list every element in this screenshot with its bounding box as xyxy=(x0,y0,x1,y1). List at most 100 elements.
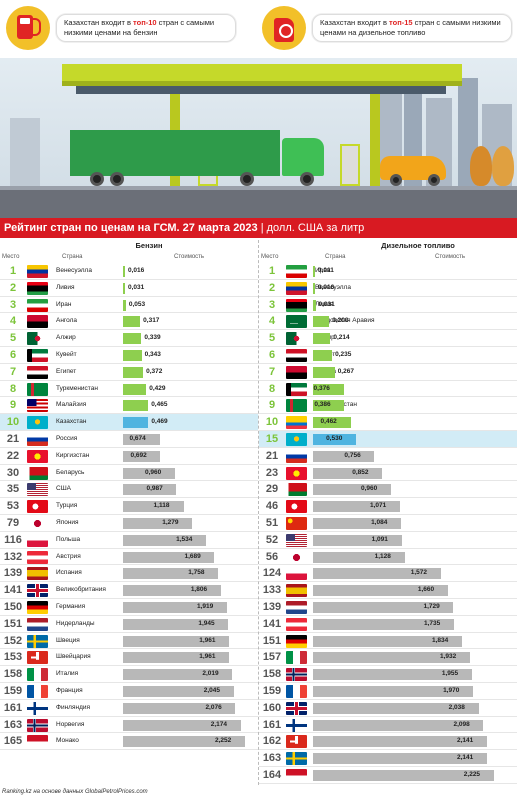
flag-kz-icon xyxy=(286,432,307,446)
country-name: Польша xyxy=(56,535,81,543)
flag-sa-icon xyxy=(286,315,307,329)
price-bar xyxy=(313,417,351,429)
rank-number: 158 xyxy=(3,668,23,681)
table-row: 6 Кувейт 0,343 xyxy=(0,347,258,364)
rank-number: 124 xyxy=(262,567,282,580)
flag-at-icon xyxy=(27,550,48,564)
table-row: 15Казахстан0,530 xyxy=(259,430,517,448)
table-row: 35 США 0,987 xyxy=(0,481,258,499)
flag-no-icon xyxy=(27,718,48,732)
price-bar xyxy=(123,618,229,630)
price-value: 1,660 xyxy=(417,586,435,594)
price-value: 2,225 xyxy=(463,770,481,778)
country-name: Туркменистан xyxy=(56,384,98,392)
price-value: 0,016 xyxy=(318,283,335,291)
price-bar xyxy=(123,349,142,361)
price-bar xyxy=(123,551,215,563)
table-row: 46Турция1,071 xyxy=(259,498,517,515)
table-row: 159 Франция 2,045 xyxy=(0,683,258,700)
price-value: 0,530 xyxy=(326,434,343,442)
flag-ao-icon xyxy=(27,315,48,329)
price-value: 0,372 xyxy=(146,367,163,375)
rank-number: 141 xyxy=(262,617,282,630)
price-bar xyxy=(313,517,402,529)
chart-title-bar: Рейтинг стран по ценам на ГСМ. 27 марта … xyxy=(0,218,517,238)
table-row: 116 Польша 1,534 xyxy=(0,532,258,549)
table-row: 7 Египет 0,372 xyxy=(0,364,258,381)
rank-number: 5 xyxy=(268,332,276,345)
rank-number: 133 xyxy=(262,584,282,597)
column-divider xyxy=(258,240,259,785)
price-value: 0,200 xyxy=(332,317,349,325)
price-bar xyxy=(123,652,230,664)
flag-kw-icon xyxy=(27,348,48,362)
gasoline-note-text: Казахстан входит в топ-10 стран с самыми… xyxy=(56,14,236,42)
flag-de-icon xyxy=(27,600,48,614)
price-bar xyxy=(313,601,454,613)
rank-number: 153 xyxy=(3,651,23,664)
rank-number: 161 xyxy=(3,701,23,714)
header: Казахстан входит в топ-10 стран с самыми… xyxy=(0,0,517,58)
table-row: 9 Малайзия 0,465 xyxy=(0,397,258,415)
country-name: Германия xyxy=(56,602,86,610)
truck-icon xyxy=(70,130,280,176)
diesel-table: Дизельное топливо Место Страна Стоимость… xyxy=(259,240,517,784)
table-row: 3 Иран 0,053 xyxy=(0,297,258,314)
table-row: 124Польша1,572 xyxy=(259,565,517,583)
table-row: 6Египет0,235 xyxy=(259,347,517,364)
table-row: 56Япония1,128 xyxy=(259,549,517,566)
price-header: Стоимость xyxy=(435,254,466,260)
price-value: 2,141 xyxy=(456,754,474,762)
country-name: Египет xyxy=(56,367,77,375)
country-name: Финляндия xyxy=(56,703,91,711)
flag-it-icon xyxy=(286,651,307,665)
flag-ru-icon xyxy=(286,449,307,463)
price-value: 0,376 xyxy=(313,384,330,392)
price-bar xyxy=(313,769,494,781)
price-value: 1,091 xyxy=(371,535,388,543)
flag-gb-icon xyxy=(286,701,307,715)
table-row: 30 Беларусь 0,960 xyxy=(0,465,258,482)
rank-number: 22 xyxy=(6,449,20,462)
flag-ve-icon xyxy=(286,281,307,295)
flag-by-icon xyxy=(27,466,48,480)
price-bar xyxy=(313,282,315,294)
table-row: 10Эквадор0,462 xyxy=(259,414,517,431)
price-bar xyxy=(123,333,142,345)
table-row: 151Германия1,834 xyxy=(259,633,517,650)
price-value: 0,674 xyxy=(129,434,146,442)
flag-eg-icon xyxy=(27,365,48,379)
flag-cn-icon xyxy=(286,516,307,530)
price-value: 0,016 xyxy=(128,267,145,274)
country-name: Норвегия xyxy=(56,720,85,728)
rank-number: 2 xyxy=(9,281,17,294)
country-name: Россия xyxy=(56,434,78,442)
table-row: 157Италия1,932 xyxy=(259,649,517,667)
rank-number: 8 xyxy=(268,382,276,395)
country-name: США xyxy=(56,485,71,493)
flag-eg-icon xyxy=(286,348,307,362)
table-row: 163 Норвегия 2,174 xyxy=(0,717,258,734)
flag-ir-icon xyxy=(27,298,48,312)
price-value: 1,970 xyxy=(443,686,460,694)
price-value: 1,118 xyxy=(153,502,170,510)
flag-kg-icon xyxy=(27,449,48,463)
price-value: 1,932 xyxy=(439,653,457,661)
country-name: Италия xyxy=(56,670,79,678)
price-value: 1,961 xyxy=(199,636,216,644)
country-name: Алжир xyxy=(56,334,76,342)
rank-number: 52 xyxy=(265,533,279,546)
price-bar xyxy=(313,400,345,412)
rank-number: 161 xyxy=(262,718,282,731)
flag-kw-icon xyxy=(286,382,307,396)
flag-pl-icon xyxy=(27,533,48,547)
rank-number: 3 xyxy=(268,298,276,311)
table-row: 159Франция1,970 xyxy=(259,683,517,700)
country-name: Швейцария xyxy=(56,653,91,661)
table-row: 9Туркменистан0,386 xyxy=(259,397,517,415)
rank-number: 46 xyxy=(265,500,279,513)
price-bar xyxy=(313,467,383,479)
price-value: 0,214 xyxy=(333,334,350,342)
